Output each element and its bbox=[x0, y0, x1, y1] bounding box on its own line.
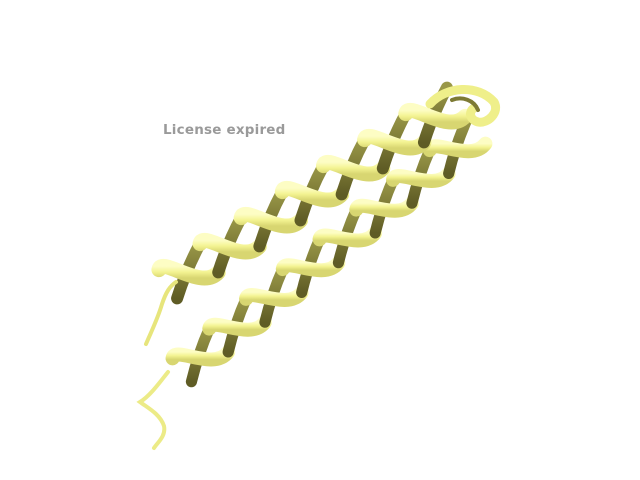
helix-turn-shadow bbox=[450, 96, 480, 112]
lower-helix-turn-front-5 bbox=[312, 225, 383, 248]
coil-n-terminal bbox=[144, 280, 178, 346]
coil-c-terminal bbox=[136, 370, 170, 450]
lower-helix-turn-front-2 bbox=[202, 315, 272, 337]
lower-helix-turn-front-1 bbox=[165, 344, 236, 367]
upper-helix-turn-front-7 bbox=[398, 102, 473, 130]
lower-helix-turn-front-7 bbox=[386, 166, 456, 188]
helix-turn-loop bbox=[425, 85, 500, 127]
upper-helix-turn-front-4 bbox=[274, 180, 350, 208]
lower-helix-turn-front-6 bbox=[349, 196, 419, 218]
license-watermark: License expired bbox=[163, 122, 286, 138]
upper-helix-turn-front-1 bbox=[151, 258, 226, 286]
lower-helix-turn-front-3 bbox=[239, 285, 309, 307]
lower-helix-turn-front-4 bbox=[275, 255, 346, 278]
upper-helix-turn-front-2 bbox=[192, 232, 267, 260]
upper-helix-turn-front-6 bbox=[357, 128, 432, 156]
upper-helix-turn-front-5 bbox=[315, 154, 391, 182]
upper-helix-turn-front-3 bbox=[233, 206, 309, 234]
lower-helix-turn-front-8 bbox=[422, 136, 493, 159]
helix-lower bbox=[165, 114, 493, 388]
